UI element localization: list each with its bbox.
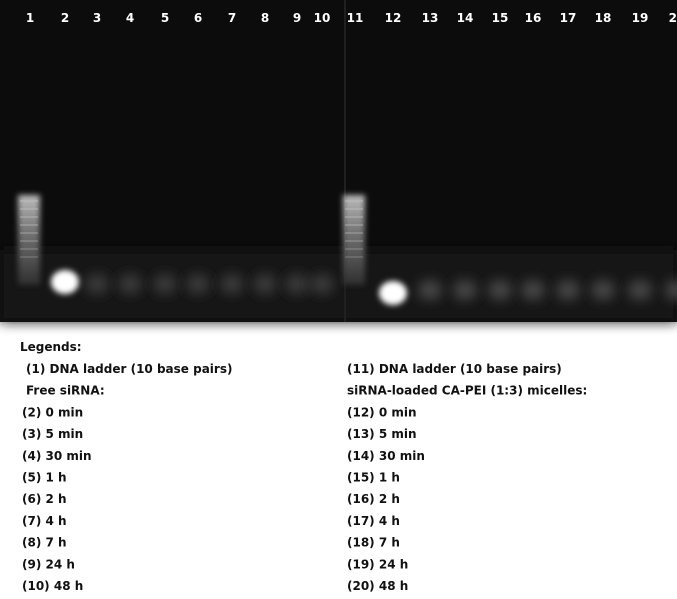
legend-item: (12) 0 min bbox=[347, 405, 417, 419]
legend-item: (6) 2 h bbox=[22, 492, 67, 506]
ladder-rung bbox=[20, 256, 38, 258]
band bbox=[556, 280, 580, 300]
band bbox=[591, 280, 615, 300]
legend-item: (7) 4 h bbox=[22, 514, 67, 528]
ladder-rung bbox=[20, 200, 38, 202]
legend-item: (1) DNA ladder (10 base pairs) bbox=[26, 362, 232, 376]
lane-label: 20 bbox=[669, 11, 677, 25]
legend-item: (16) 2 h bbox=[347, 492, 400, 506]
legend-item: (17) 4 h bbox=[347, 514, 400, 528]
band bbox=[488, 280, 512, 300]
lane-label: 11 bbox=[347, 11, 364, 25]
ladder-rung bbox=[20, 232, 38, 234]
ladder-rung bbox=[20, 208, 38, 210]
legend-item: (8) 7 h bbox=[22, 536, 67, 550]
lane-label: 10 bbox=[314, 11, 331, 25]
legend-item: (10) 48 h bbox=[22, 579, 83, 593]
lane-label: 3 bbox=[93, 11, 101, 25]
legend-item: siRNA-loaded CA-PEI (1:3) micelles: bbox=[347, 384, 587, 398]
ladder-rung bbox=[345, 216, 363, 218]
lane-label: 1 bbox=[26, 11, 34, 25]
ladder-band bbox=[18, 195, 40, 285]
lane-label: 8 bbox=[261, 11, 269, 25]
lane-label: 6 bbox=[194, 11, 202, 25]
legend-item: (3) 5 min bbox=[22, 427, 83, 441]
band bbox=[310, 274, 334, 294]
legend-item: (4) 30 min bbox=[22, 449, 92, 463]
ladder-rung bbox=[345, 232, 363, 234]
ladder-rung bbox=[345, 224, 363, 226]
band bbox=[665, 280, 677, 300]
band bbox=[285, 274, 309, 294]
lane-label: 9 bbox=[293, 11, 301, 25]
legend-item: (9) 24 h bbox=[22, 557, 75, 571]
legend-item: (19) 24 h bbox=[347, 557, 408, 571]
band bbox=[186, 274, 210, 294]
band bbox=[85, 274, 109, 294]
bands bbox=[18, 195, 677, 305]
lane-label: 17 bbox=[560, 11, 577, 25]
lane-label: 5 bbox=[161, 11, 169, 25]
legend-item: Free siRNA: bbox=[26, 384, 105, 398]
lane-label: 14 bbox=[457, 11, 474, 25]
band bbox=[51, 270, 79, 294]
legend-item: (2) 0 min bbox=[22, 405, 83, 419]
ladder-band bbox=[343, 195, 365, 285]
ladder-rung bbox=[345, 248, 363, 250]
lane-label: 7 bbox=[228, 11, 236, 25]
lane-label: 13 bbox=[422, 11, 439, 25]
band bbox=[118, 274, 142, 294]
ladder-rung bbox=[20, 240, 38, 242]
lane-label: 19 bbox=[632, 11, 649, 25]
band bbox=[453, 280, 477, 300]
legend-item: (14) 30 min bbox=[347, 449, 425, 463]
ladder-rung bbox=[345, 256, 363, 258]
ladder-rung bbox=[20, 216, 38, 218]
band bbox=[153, 274, 177, 294]
legend-item: (13) 5 min bbox=[347, 427, 417, 441]
band bbox=[418, 280, 442, 300]
ladder-rung bbox=[345, 200, 363, 202]
lane-label: 2 bbox=[61, 11, 69, 25]
ladder-rung bbox=[345, 240, 363, 242]
band bbox=[253, 274, 277, 294]
lane-label: 18 bbox=[595, 11, 612, 25]
band bbox=[220, 274, 244, 294]
lane-label: 16 bbox=[525, 11, 542, 25]
ladder-rung bbox=[345, 208, 363, 210]
band bbox=[379, 281, 407, 305]
legend-item: (5) 1 h bbox=[22, 471, 67, 485]
band bbox=[628, 280, 652, 300]
lane-label: 4 bbox=[126, 11, 134, 25]
legend-item: (15) 1 h bbox=[347, 471, 400, 485]
legend-item: (20) 48 h bbox=[347, 579, 408, 593]
lane-label: 12 bbox=[385, 11, 402, 25]
band bbox=[521, 280, 545, 300]
legend-item: (11) DNA ladder (10 base pairs) bbox=[347, 362, 562, 376]
lane-label: 15 bbox=[492, 11, 509, 25]
legend-title: Legends: bbox=[20, 340, 82, 354]
ladder-rung bbox=[20, 224, 38, 226]
ladder-rung bbox=[20, 248, 38, 250]
legend-item: (18) 7 h bbox=[347, 536, 400, 550]
